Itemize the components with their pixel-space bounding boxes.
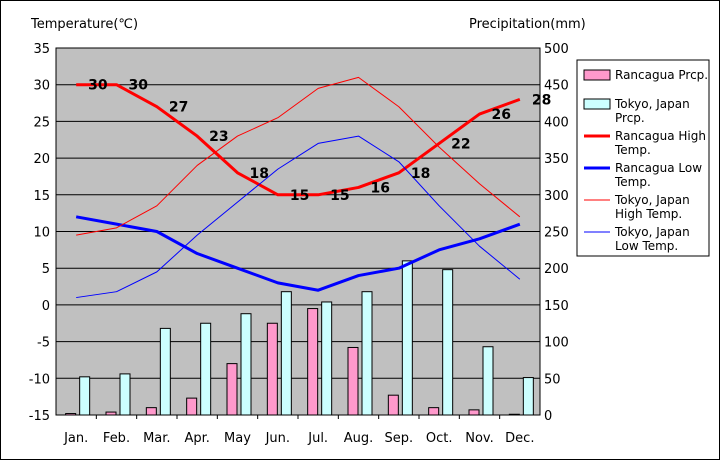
tokyo-precip-bar (200, 322, 212, 416)
tokyo-precip-bar (119, 373, 131, 416)
right-tick-label: 250 (544, 226, 569, 241)
data-labels: 30 30 27 23 18 15 15 16 18 22 26 28 (88, 78, 551, 204)
left-axis-title: Temperature(℃) (30, 17, 138, 32)
legend-label: Rancagua High (615, 129, 706, 143)
left-tick-label: 0 (42, 299, 50, 314)
x-tick-label: Jan. (63, 431, 88, 446)
right-tick-label: 350 (544, 152, 569, 167)
left-tick-label: 25 (33, 115, 50, 130)
left-tick-label: -10 (29, 372, 50, 387)
legend-label: Tokyo, Japan (614, 225, 690, 239)
high-temp-data-label: 22 (451, 136, 470, 152)
high-temp-data-label: 16 (371, 180, 390, 196)
right-tick-label: 50 (544, 372, 561, 387)
x-tick-label: Jul. (307, 431, 328, 446)
x-tick-label: Aug. (344, 431, 374, 446)
legend-swatch-bar (583, 98, 611, 110)
left-tick-label: 5 (42, 262, 50, 277)
high-temp-data-label: 15 (290, 188, 309, 204)
rancagua-precip-bar (307, 308, 319, 416)
tokyo-precip-bar (240, 313, 252, 416)
legend-label: Rancagua Low (615, 161, 702, 175)
tokyo-precip-bar (79, 376, 91, 416)
rancagua-precip-bar (226, 363, 238, 416)
right-tick-label: 450 (544, 79, 569, 94)
left-tick-label: 20 (33, 152, 50, 167)
right-tick-label: 400 (544, 115, 569, 130)
high-temp-data-label: 18 (250, 166, 269, 182)
legend-label: Tokyo, Japan (614, 193, 690, 207)
x-axis: Jan. Feb. Mar. Apr. May Jun. Jul. Aug. Sep. Oct. N… (63, 415, 534, 446)
left-tick-label: 15 (33, 189, 50, 204)
right-tick-label: 0 (544, 409, 552, 424)
legend-box (576, 59, 710, 257)
legend-label: Prcp. (615, 111, 645, 125)
tokyo-low-line (76, 135, 521, 299)
x-tick-label: May (224, 431, 251, 446)
legend-label: Temp. (614, 143, 651, 157)
x-tick-label: Apr. (184, 431, 209, 446)
tokyo-precip-bar (321, 301, 333, 416)
tokyo-precip-bar (401, 260, 413, 416)
right-tick-label: 150 (544, 299, 569, 314)
rancagua-low-line (75, 215, 521, 292)
right-axis: 0 50 100 150 200 250 300 350 400 450 500 (544, 42, 569, 424)
bar-series (65, 260, 534, 416)
high-temp-data-label: 27 (169, 100, 188, 116)
rancagua-precip-bar (266, 322, 278, 416)
tokyo-precip-bar (482, 346, 494, 416)
high-temp-data-label: 15 (330, 188, 349, 204)
rancagua-precip-bar (145, 407, 157, 416)
left-tick-label: -5 (37, 336, 50, 351)
tokyo-high-line (76, 76, 521, 236)
legend-label: Low Temp. (615, 239, 678, 253)
rancagua-precip-bar (186, 397, 198, 416)
x-tick-label: Oct. (426, 431, 453, 446)
rancagua-precip-bar (347, 346, 359, 416)
x-tick-label: Feb. (103, 431, 130, 446)
rancagua-precip-bar (468, 409, 480, 416)
tokyo-precip-bar (280, 291, 292, 416)
rancagua-precip-bar (387, 394, 399, 416)
legend-label: Tokyo, Japan (614, 97, 690, 111)
x-tick-label: Sep. (385, 431, 414, 446)
right-tick-label: 200 (544, 262, 569, 277)
right-tick-label: 300 (544, 189, 569, 204)
right-axis-title: Precipitation(mm) (469, 17, 586, 32)
rancagua-high-line (76, 83, 521, 197)
legend-swatch-bar (583, 69, 611, 81)
x-tick-label: Jun. (265, 431, 290, 446)
rancagua-precip-bar (105, 411, 117, 416)
x-tick-label: Mar. (143, 431, 170, 446)
legend: Rancagua Prcp.Tokyo, JapanPrcp.Rancagua … (576, 59, 710, 257)
right-tick-label: 500 (544, 42, 569, 57)
left-tick-label: 10 (33, 226, 50, 241)
high-temp-data-label: 30 (129, 78, 149, 94)
high-temp-data-label: 26 (492, 107, 511, 123)
tokyo-precip-bar (442, 269, 454, 416)
rancagua-precip-bar (65, 413, 77, 416)
left-tick-label: -15 (29, 409, 50, 424)
left-tick-label: 30 (33, 79, 50, 94)
x-tick-label: Dec. (505, 431, 534, 446)
right-tick-label: 100 (544, 336, 569, 351)
legend-label: Rancagua Prcp. (615, 68, 708, 82)
tokyo-precip-bar (522, 377, 534, 416)
line-series (75, 76, 521, 299)
tokyo-precip-bar (361, 291, 373, 416)
high-temp-data-label: 30 (88, 78, 108, 94)
high-temp-data-label: 23 (209, 129, 228, 145)
legend-label: Temp. (614, 175, 651, 189)
rancagua-precip-bar (428, 407, 440, 416)
high-temp-data-label: 18 (411, 166, 430, 182)
left-axis: -15 -10 -5 0 5 10 15 20 25 30 35 (29, 42, 50, 424)
left-tick-label: 35 (33, 42, 50, 57)
legend-label: High Temp. (615, 207, 682, 221)
rancagua-precip-bar (508, 413, 520, 416)
tokyo-precip-bar (159, 327, 171, 416)
high-temp-data-label: 28 (532, 92, 551, 108)
x-tick-label: Nov. (465, 431, 494, 446)
